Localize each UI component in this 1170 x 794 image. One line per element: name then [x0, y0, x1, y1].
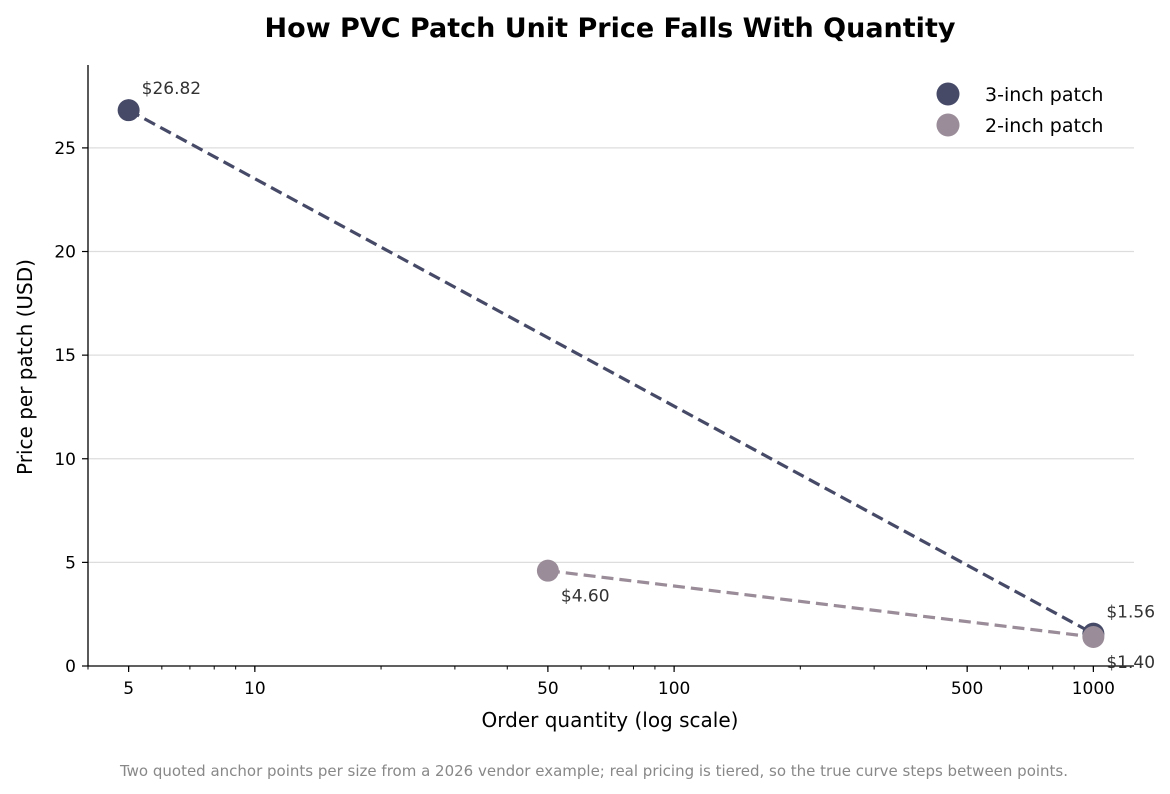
- x-tick-label: 1000: [1072, 679, 1115, 699]
- data-point: [1082, 625, 1105, 648]
- x-tick-label: 100: [658, 679, 690, 699]
- y-tick-label: 15: [54, 346, 76, 366]
- data-label: $1.40: [1106, 653, 1155, 673]
- y-tick-label: 10: [54, 450, 76, 470]
- series: [117, 99, 1105, 648]
- y-axis-label: Price per patch (USD): [13, 259, 37, 475]
- legend-marker: [936, 113, 960, 137]
- data-labels: $26.82 $1.56 $4.60 $1.40: [142, 79, 1155, 673]
- x-tick-label: 500: [951, 679, 983, 699]
- footnote: Two quoted anchor points per size from a…: [119, 762, 1068, 780]
- legend-marker: [936, 82, 960, 106]
- data-point: [117, 99, 140, 122]
- series-line: [547, 569, 1094, 639]
- data-label: $4.60: [561, 587, 610, 607]
- legend-label: 3-inch patch: [985, 84, 1103, 106]
- y-tick-label: 5: [65, 553, 76, 573]
- x-tick-label: 5: [123, 679, 134, 699]
- chart-title: How PVC Patch Unit Price Falls With Quan…: [265, 13, 956, 44]
- x-axis-label: Order quantity (log scale): [482, 708, 739, 732]
- y-tick-label: 0: [65, 657, 76, 677]
- data-point: [536, 559, 559, 582]
- x-tick-label: 10: [244, 679, 266, 699]
- y-tick-label: 25: [54, 139, 76, 159]
- series-line: [127, 108, 1095, 636]
- legend: 3-inch patch 2-inch patch: [936, 82, 1103, 137]
- grid-lines: [88, 147, 1134, 564]
- data-label: $26.82: [142, 79, 201, 99]
- legend-label: 2-inch patch: [985, 115, 1103, 137]
- y-tick-label: 20: [54, 243, 76, 263]
- axes: 0 5 10 15 20 25 5 10 50 100 500 1000: [54, 65, 1134, 699]
- data-label: $1.56: [1106, 603, 1155, 623]
- x-tick-label: 50: [537, 679, 559, 699]
